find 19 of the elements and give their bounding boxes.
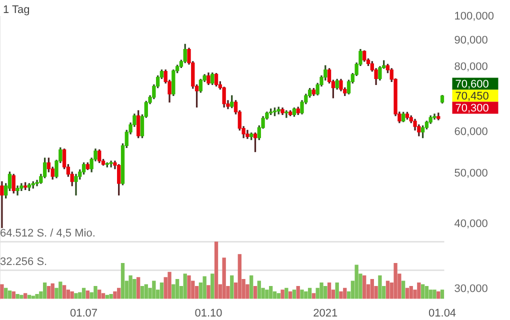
text: 70,300: [455, 102, 489, 114]
chart-title: 1 Tag: [3, 4, 30, 16]
x-tick-label: 2021: [313, 307, 338, 320]
y-tick-label: 40,000: [454, 218, 488, 230]
y-tick-label: 100,000: [454, 10, 494, 23]
y-tick-label: 30,000: [454, 282, 488, 295]
text: 70,600: [455, 78, 489, 90]
x-tick-label: 01.10: [194, 307, 222, 320]
text: 70,450: [455, 90, 489, 102]
y-tick-label: 60,000: [454, 126, 488, 138]
y-tick-label: 90,000: [454, 34, 488, 46]
y-tick-label: 80,000: [454, 61, 488, 74]
x-tick-label: 01.04: [428, 307, 456, 320]
y2-axis-title: / 4,5 Mio.: [50, 228, 96, 240]
y2-tick-label: 64.512 S.: [0, 228, 48, 240]
x-tick-label: 01.07: [70, 307, 98, 320]
candlestick: [0, 181, 4, 228]
y-tick-label: 50,000: [454, 167, 488, 180]
y2-tick-label: 32.256 S.: [0, 256, 48, 268]
